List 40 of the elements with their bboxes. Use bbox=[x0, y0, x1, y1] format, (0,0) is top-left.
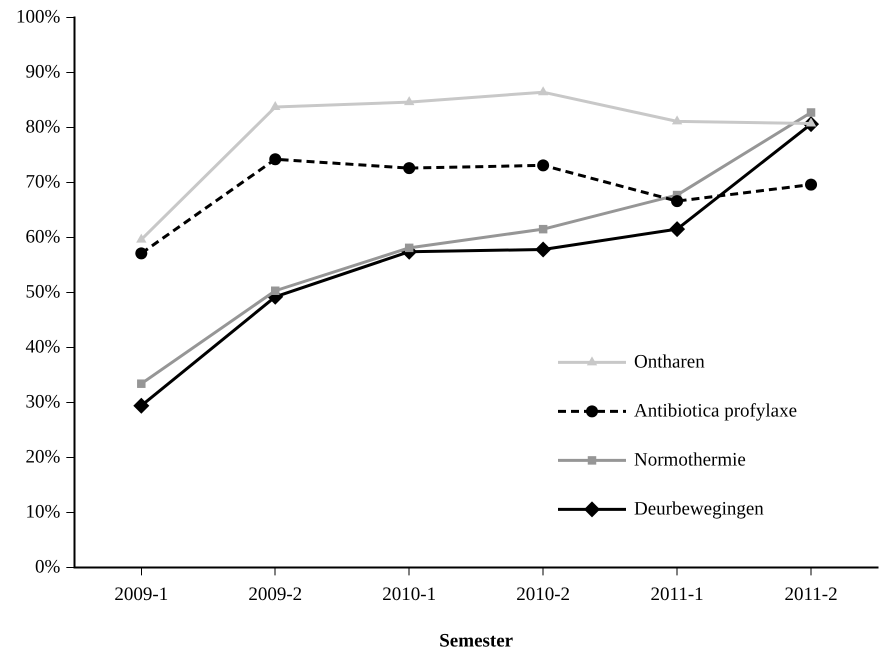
point bbox=[136, 234, 146, 243]
legend-label: Normothermie bbox=[634, 449, 746, 470]
x-axis-title: Semester bbox=[439, 630, 514, 652]
point bbox=[135, 247, 148, 260]
point bbox=[671, 195, 684, 208]
y-tick-label: 90% bbox=[26, 61, 60, 82]
y-tick-label: 30% bbox=[26, 391, 60, 412]
point bbox=[672, 115, 682, 124]
y-tick-label: 50% bbox=[26, 281, 60, 302]
x-tick-label: 2011-2 bbox=[784, 584, 838, 605]
legend-label: Deurbewegingen bbox=[634, 498, 764, 520]
point bbox=[137, 379, 146, 388]
point bbox=[270, 101, 280, 110]
x-tick-label: 2010-2 bbox=[516, 584, 570, 605]
legend-label: Antibiotica profylaxe bbox=[634, 400, 798, 422]
point bbox=[805, 178, 818, 191]
y-tick-label: 40% bbox=[26, 336, 60, 358]
point bbox=[806, 108, 816, 117]
y-tick-label: 60% bbox=[26, 226, 60, 248]
y-tick-label: 20% bbox=[26, 446, 60, 468]
point bbox=[535, 242, 552, 258]
point bbox=[669, 221, 686, 238]
point bbox=[538, 224, 548, 234]
x-tick-label: 2009-1 bbox=[114, 584, 168, 605]
point bbox=[403, 162, 416, 174]
x-tick-label: 2011-1 bbox=[650, 584, 704, 605]
y-tick-label: 80% bbox=[26, 116, 60, 138]
point bbox=[537, 159, 550, 172]
point bbox=[271, 286, 280, 295]
x-tick-label: 2009-2 bbox=[248, 584, 302, 605]
y-tick-label: 10% bbox=[26, 501, 60, 522]
point bbox=[404, 96, 414, 106]
point bbox=[538, 86, 548, 96]
x-tick-label: 2010-1 bbox=[382, 584, 436, 605]
point bbox=[133, 398, 150, 414]
y-tick-label: 0% bbox=[35, 556, 60, 578]
point bbox=[269, 153, 282, 166]
y-tick-label: 70% bbox=[26, 171, 60, 192]
legend-label: Ontharen bbox=[634, 351, 706, 372]
y-tick-label: 100% bbox=[16, 6, 60, 28]
